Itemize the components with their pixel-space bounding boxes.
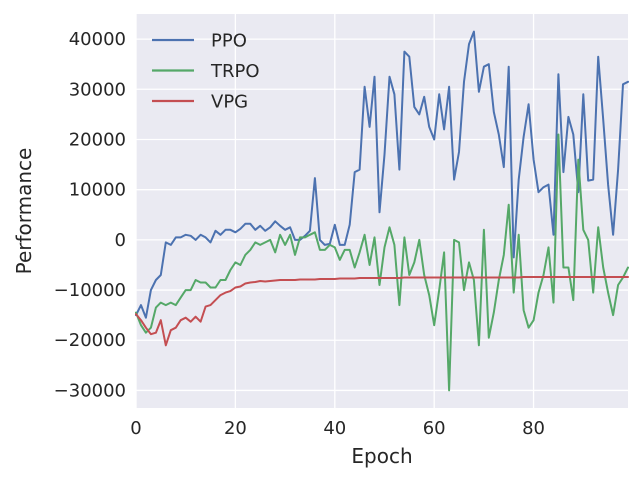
x-axis-ticks: 0 20 40 60 80	[130, 418, 545, 439]
x-tick-label: 0	[130, 418, 141, 439]
plot-area	[136, 14, 628, 408]
x-tick-label: 60	[423, 418, 446, 439]
series-lines	[135, 30, 629, 392]
y-tick-label: 40000	[69, 29, 126, 50]
series-line-ppo	[135, 30, 629, 319]
y-axis-ticks: −30000 −20000 −10000 0 10000 20000 30000 40000	[54, 29, 126, 401]
x-tick-label: 40	[323, 418, 346, 439]
x-tick-label: 20	[224, 418, 247, 439]
legend-label-trpo: TRPO	[210, 61, 260, 82]
series-line-vpg	[135, 276, 629, 347]
legend: PPO TRPO VPG	[152, 31, 260, 113]
y-tick-label: 30000	[69, 79, 126, 100]
x-tick-label: 80	[522, 418, 545, 439]
y-axis-title: Performance	[12, 148, 36, 275]
y-tick-label: −30000	[54, 380, 126, 401]
y-tick-label: 10000	[69, 180, 126, 201]
legend-label-vpg: VPG	[211, 92, 248, 113]
x-axis-title: Epoch	[351, 444, 412, 468]
y-tick-label: −10000	[54, 280, 126, 301]
series-line-trpo	[135, 133, 629, 392]
legend-label-ppo: PPO	[211, 31, 247, 52]
y-tick-label: −20000	[54, 330, 126, 351]
y-tick-label: 0	[115, 230, 126, 251]
y-tick-label: 20000	[69, 129, 126, 150]
